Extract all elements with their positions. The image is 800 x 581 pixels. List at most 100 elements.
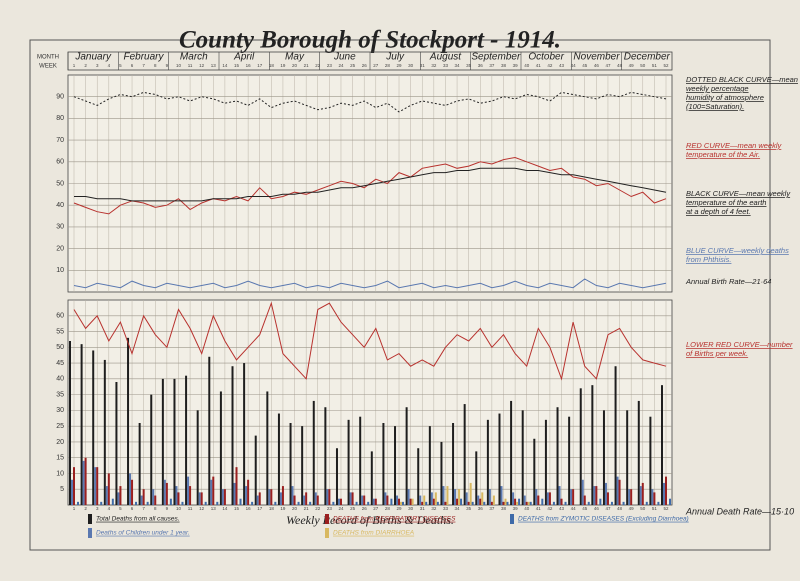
legend-label: Deaths of Children under 1 year.: [96, 530, 190, 537]
bar: [458, 489, 461, 505]
week-label: 2: [84, 63, 87, 68]
y-tick-label: 80: [56, 115, 64, 122]
death-rate: Annual Death Rate—15·10: [685, 506, 794, 516]
week-label: 36: [478, 63, 484, 68]
legend-note-line: from Phthisis.: [686, 255, 731, 264]
legend-note-line: of Births per week.: [686, 349, 748, 358]
y-tick-label: 30: [56, 224, 64, 231]
week-label: 21: [304, 63, 310, 68]
bar: [185, 375, 188, 505]
bar: [649, 416, 652, 505]
bar: [150, 394, 153, 505]
bar: [281, 486, 284, 505]
bar: [355, 501, 358, 505]
legend-note: LOWER RED CURVE—number of Births per week…: [686, 340, 793, 358]
week-label: 16: [246, 506, 252, 511]
bar: [637, 400, 640, 505]
bar: [274, 501, 277, 505]
week-label: 3: [96, 506, 99, 511]
bar: [604, 482, 607, 505]
legend-swatch: [88, 528, 92, 538]
bar: [212, 476, 215, 505]
legend-note-line: DOTTED BLACK CURVE—mean: [686, 75, 798, 84]
bar: [661, 385, 663, 505]
bar: [535, 489, 538, 505]
week-label: 3: [96, 63, 99, 68]
legend-note-line: humidity of atmosphere: [686, 93, 764, 102]
bar: [117, 492, 120, 505]
week-label: 1: [73, 63, 76, 68]
bar: [210, 479, 213, 505]
week-label: 51: [652, 63, 658, 68]
week-label: 19: [280, 63, 286, 68]
bar: [94, 467, 97, 505]
bar: [492, 495, 495, 505]
bar: [525, 501, 528, 505]
bar: [396, 495, 399, 505]
bar: [548, 492, 551, 505]
bar: [239, 498, 242, 505]
bar: [251, 501, 254, 505]
bar: [490, 501, 493, 505]
week-label: 37: [489, 63, 495, 68]
legend-note: BLACK CURVE—mean weekly temperature of th…: [686, 189, 791, 216]
bar: [479, 498, 482, 505]
bar: [69, 341, 71, 505]
bar: [289, 423, 292, 505]
week-label: 32: [431, 63, 437, 68]
y-tick-label: 40: [56, 202, 64, 209]
bar: [599, 498, 602, 505]
week-label: 20: [292, 63, 298, 68]
bar: [372, 498, 375, 505]
week-label: 52: [663, 506, 669, 511]
legend-label: DEATHS from ZYMOTIC DISEASES (Excluding …: [518, 516, 689, 523]
bar: [591, 385, 594, 505]
week-label: 10: [176, 63, 182, 68]
bar: [460, 498, 463, 505]
bar: [481, 492, 484, 505]
bar: [146, 501, 149, 505]
bar: [579, 388, 582, 505]
bar: [268, 489, 271, 505]
bar: [337, 498, 340, 505]
week-label: 42: [547, 506, 553, 511]
week-label: 50: [640, 63, 646, 68]
week-header: WEEK: [39, 64, 57, 70]
bar: [506, 501, 509, 505]
bar: [314, 492, 317, 505]
y-tick-label: 50: [56, 180, 64, 187]
bar: [533, 438, 536, 505]
week-label: 28: [385, 63, 391, 68]
legend-swatch: [88, 514, 92, 524]
bar: [100, 501, 103, 505]
bar: [488, 489, 491, 505]
bar: [502, 501, 505, 505]
bar: [581, 479, 584, 505]
bar: [665, 476, 667, 505]
bar: [119, 486, 122, 505]
week-label: 30: [408, 506, 414, 511]
bar: [367, 501, 370, 505]
series-line: [73, 91, 667, 113]
month-label: November: [573, 52, 620, 63]
bar: [467, 501, 470, 505]
bar: [115, 382, 118, 505]
y-tick-label: 20: [56, 245, 64, 252]
bar: [127, 337, 130, 505]
bar: [463, 404, 466, 505]
week-label: 9: [166, 63, 169, 68]
week-label: 14: [222, 63, 228, 68]
bar: [595, 486, 598, 505]
month-label: August: [429, 52, 462, 63]
week-label: 27: [373, 63, 379, 68]
week-label: 33: [443, 63, 449, 68]
bar: [523, 495, 526, 505]
month-label: January: [74, 52, 112, 63]
week-label: 37: [489, 506, 495, 511]
y-tick-label: 70: [56, 137, 64, 144]
y-tick-label: 5: [60, 486, 64, 493]
legend-note-line: (100=Saturation).: [686, 102, 744, 111]
bar: [301, 426, 304, 505]
week-label: 46: [594, 63, 600, 68]
